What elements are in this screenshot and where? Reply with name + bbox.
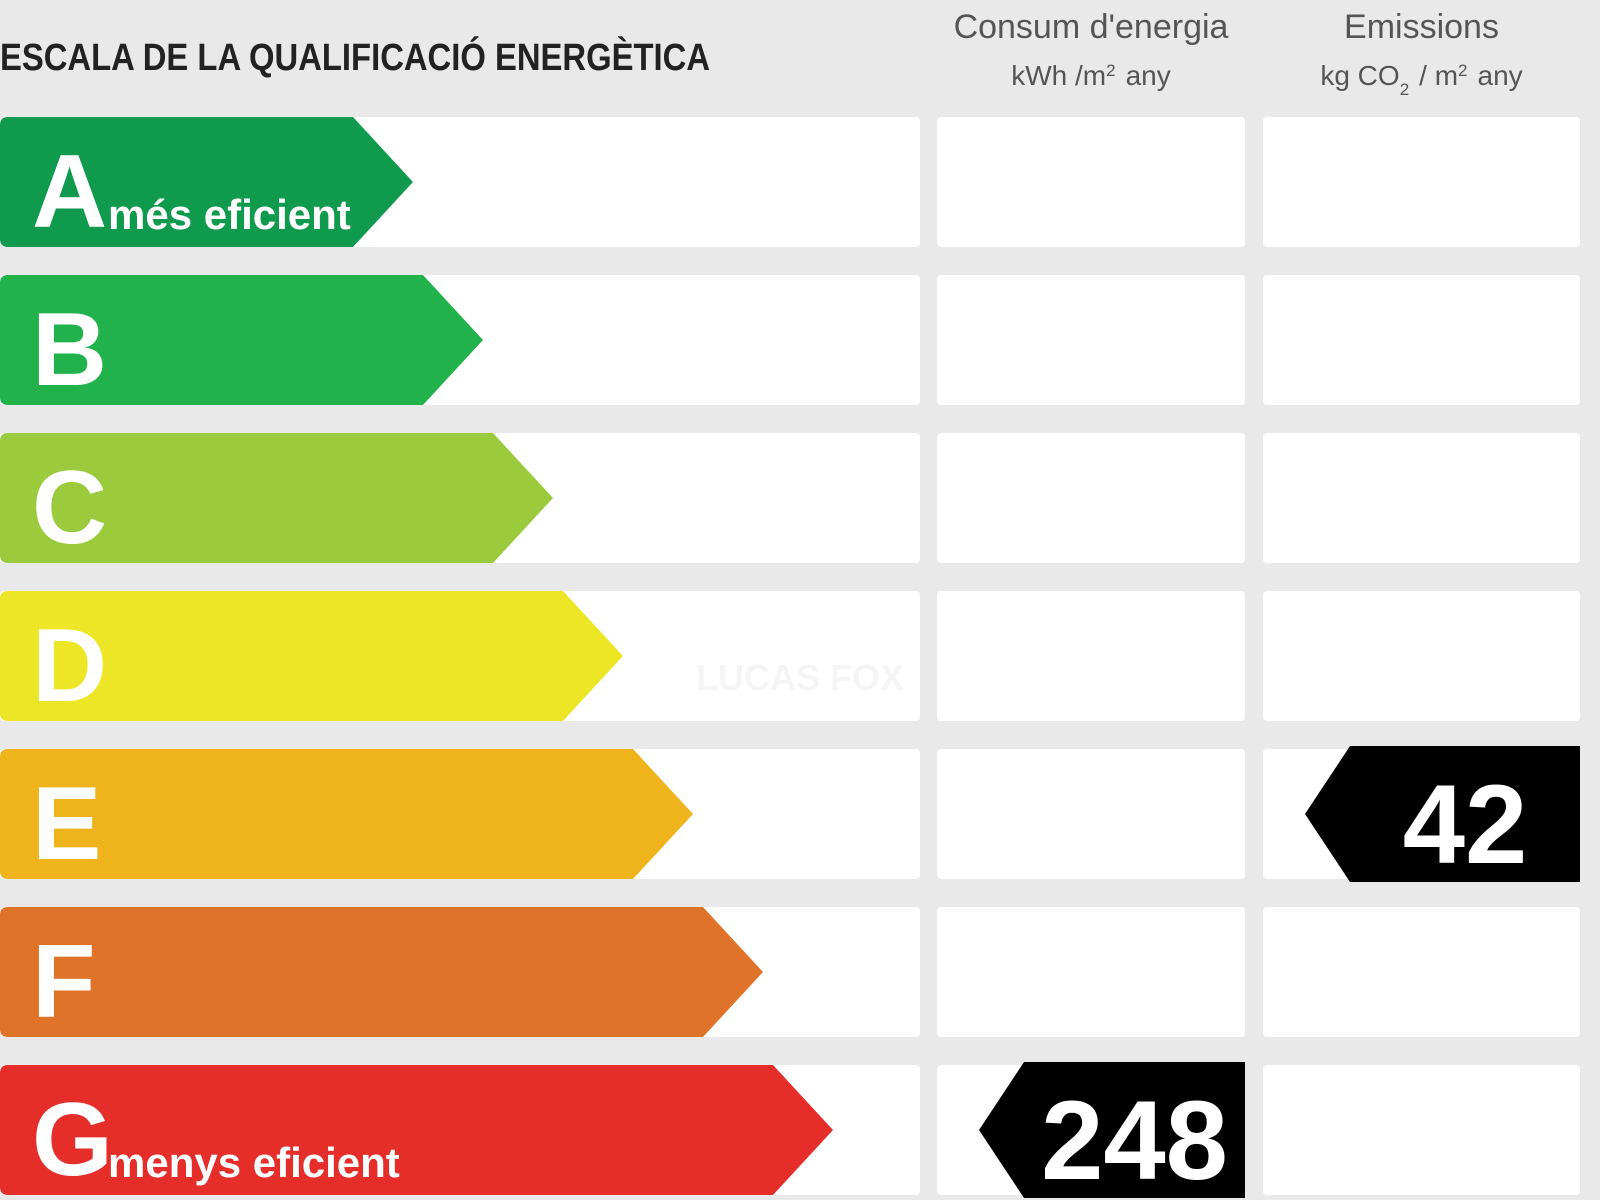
unit-part: any (1126, 60, 1171, 91)
rating-arrow (0, 275, 483, 405)
cell-panel (937, 749, 1245, 879)
rating-arrow (0, 117, 413, 247)
unit-part: 2 (1458, 61, 1467, 80)
rating-arrow (0, 907, 763, 1037)
unit-part: / m (1419, 60, 1458, 91)
rating-arrow (0, 1065, 833, 1195)
rating-arrow (0, 591, 623, 721)
rating-marker (1305, 746, 1580, 882)
column-unit: kg CO2/ m2 any (1320, 60, 1522, 99)
rating-value: 248 (1041, 1078, 1228, 1200)
column-unit: kWh /m2 any (1011, 60, 1171, 91)
unit-part: kWh /m (1011, 60, 1106, 91)
cell-panel (937, 433, 1245, 563)
cell-panel (937, 275, 1245, 405)
watermark: LUCAS FOX (696, 657, 904, 698)
rating-label: menys eficient (108, 1139, 400, 1186)
cell-panel (1263, 907, 1580, 1037)
rating-arrow (0, 749, 693, 879)
title: ESCALA DE LA QUALIFICACIÓ ENERGÈTICA (0, 35, 710, 79)
rating-arrow (0, 433, 553, 563)
cell-panel (1263, 117, 1580, 247)
rating-label: més eficient (108, 191, 351, 238)
rating-letter: C (32, 450, 107, 566)
rating-letter: G (32, 1082, 113, 1198)
cell-panel (1263, 1065, 1580, 1195)
rating-letter: B (32, 292, 107, 408)
rating-letter: A (32, 134, 107, 250)
column-heading: Emissions (1344, 8, 1499, 46)
rating-letter: E (32, 766, 101, 882)
cell-panel (937, 907, 1245, 1037)
rating-value: 42 (1403, 762, 1528, 887)
rating-letter: F (32, 924, 96, 1040)
column-heading: Consum d'energia (954, 8, 1229, 46)
unit-part: 2 (1400, 80, 1409, 99)
unit-part: any (1478, 60, 1523, 91)
cell-panel (1263, 433, 1580, 563)
cell-panel (937, 117, 1245, 247)
unit-part: 2 (1106, 61, 1115, 80)
rating-marker (979, 1062, 1245, 1198)
cell-panel (1263, 275, 1580, 405)
cell-panel (937, 591, 1245, 721)
rating-letter: D (32, 608, 107, 724)
cell-panel (1263, 591, 1580, 721)
unit-part: kg CO (1320, 60, 1399, 91)
